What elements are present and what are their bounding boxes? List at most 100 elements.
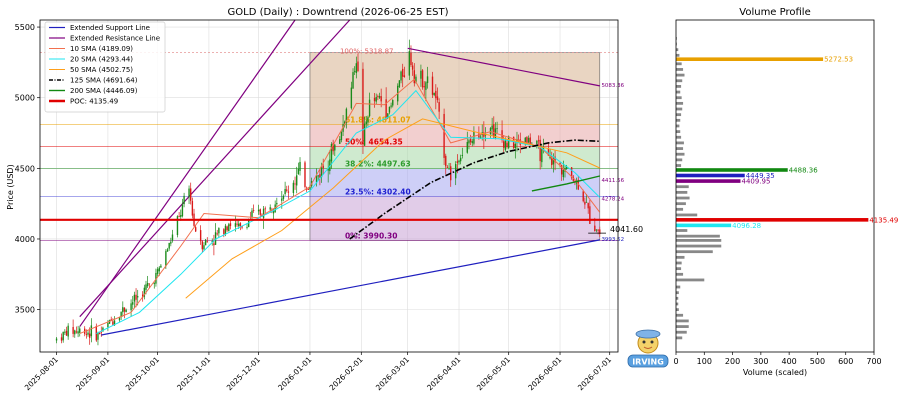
mascot-banner xyxy=(627,354,669,368)
candle-body xyxy=(168,242,170,249)
fib-band xyxy=(309,168,600,197)
candle-body xyxy=(363,123,366,146)
legend-box xyxy=(44,21,166,113)
candle-body xyxy=(526,136,528,143)
candle-body xyxy=(87,332,89,335)
candle-body xyxy=(55,338,58,341)
profile-bar xyxy=(676,107,683,111)
candle-body xyxy=(77,331,79,334)
profile-bar xyxy=(676,291,679,295)
candle-body xyxy=(496,128,498,130)
candle-body xyxy=(411,65,414,70)
profile-bar xyxy=(676,261,682,265)
candle-body xyxy=(484,134,487,136)
candle-body xyxy=(345,108,348,124)
candle-body xyxy=(387,113,389,118)
candle-body xyxy=(549,156,551,159)
candle-body xyxy=(542,147,545,150)
candle-body xyxy=(413,70,415,84)
candle-body xyxy=(132,302,134,305)
candle-body xyxy=(443,113,445,158)
candle-body xyxy=(408,51,411,76)
series-line xyxy=(531,175,600,192)
candle-body xyxy=(458,160,460,163)
candle-body xyxy=(180,215,182,218)
profile-bar xyxy=(676,196,690,200)
candle-body xyxy=(539,139,541,162)
candle-body xyxy=(146,283,149,287)
profile-bar xyxy=(676,313,684,317)
candle-body xyxy=(155,272,157,284)
candle-body xyxy=(178,215,180,217)
profile-bar xyxy=(676,296,679,300)
profile-x-tick-label: 300 xyxy=(753,357,768,366)
profile-bar xyxy=(676,302,679,306)
candle-body xyxy=(334,144,336,151)
candle-body xyxy=(299,161,301,171)
candle-body xyxy=(390,105,392,107)
candle-body xyxy=(236,223,238,225)
candle-body xyxy=(524,137,526,145)
candle-body xyxy=(365,121,367,125)
candle-body xyxy=(319,174,321,178)
profile-bar xyxy=(676,118,681,122)
candle-body xyxy=(514,143,517,149)
candle-body xyxy=(88,333,91,338)
candle-body xyxy=(468,140,470,144)
candle-body xyxy=(79,328,81,333)
candle-body xyxy=(296,175,298,186)
candle-body xyxy=(436,96,439,101)
candle-body xyxy=(459,157,462,162)
legend-label: 125 SMA (4691.64) xyxy=(70,77,138,85)
candle-body xyxy=(352,72,354,89)
candle-body xyxy=(357,61,359,71)
candle-body xyxy=(339,139,341,144)
candle-body xyxy=(281,198,283,201)
legend: Extended Support Line Extended Resistance… xyxy=(44,21,166,113)
candle-body xyxy=(282,195,285,199)
candle-body xyxy=(64,331,66,333)
candle-body xyxy=(483,132,485,137)
candle-body xyxy=(471,141,473,144)
profile-x-axis-label: Volume (scaled) xyxy=(743,368,807,377)
candle-body xyxy=(153,283,155,285)
candle-body xyxy=(239,223,242,227)
mascot-hat xyxy=(635,329,661,339)
candle-body xyxy=(461,154,464,156)
y-tick-label: 4000 xyxy=(15,235,35,244)
candle-body xyxy=(257,209,260,212)
candle-body xyxy=(570,167,573,178)
fib-level-label: 61.8%: 4811.07 xyxy=(345,115,411,124)
fib-level-label: 38.2%: 4497.63 xyxy=(345,160,411,169)
candle-body xyxy=(259,209,261,215)
profile-bar xyxy=(676,185,689,189)
candle-body xyxy=(218,228,220,234)
candle-body xyxy=(60,337,63,341)
profile-bar xyxy=(676,267,682,271)
resistance-fan-line xyxy=(79,19,351,318)
candle-body xyxy=(589,206,591,225)
candle-body xyxy=(423,86,425,88)
candle-body xyxy=(597,229,599,231)
profile-bar-label: 4409.95 xyxy=(741,178,770,186)
candle-body xyxy=(123,307,126,312)
y-tick-label: 3500 xyxy=(15,306,35,315)
profile-bar xyxy=(676,158,683,162)
candle-body xyxy=(252,209,255,211)
profile-x-tick-label: 700 xyxy=(866,357,881,366)
candle-body xyxy=(304,162,306,187)
candle-body xyxy=(107,322,109,328)
candle-body xyxy=(469,138,472,143)
candle-body xyxy=(160,265,162,268)
candle-body xyxy=(130,303,132,311)
profile-bar xyxy=(676,147,684,150)
profile-bar-label: 5272.53 xyxy=(824,56,853,64)
candle-body xyxy=(176,216,179,236)
candle-body xyxy=(135,294,137,300)
candle-body xyxy=(98,332,101,335)
candle-body xyxy=(262,208,265,219)
profile-bar xyxy=(676,42,677,46)
candle-body xyxy=(368,99,371,117)
profile-bar xyxy=(676,68,684,71)
